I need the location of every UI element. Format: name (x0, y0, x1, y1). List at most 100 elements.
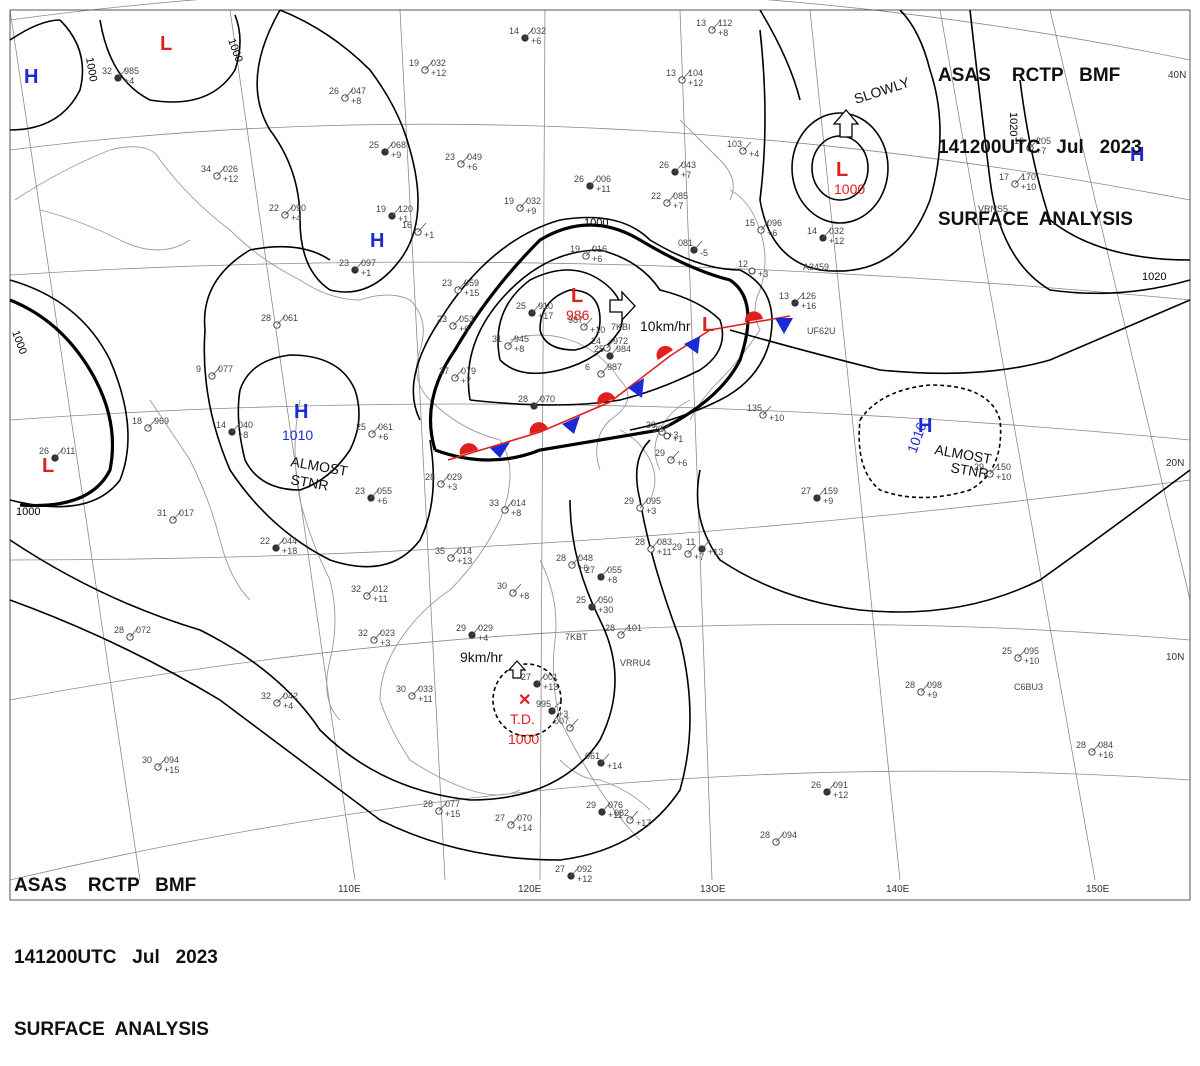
station-plot: 26 011 (39, 446, 75, 462)
station-temp: 25 (1002, 646, 1012, 656)
station-tendency: +11 (657, 547, 672, 557)
station-tendency: +9 (927, 690, 937, 700)
chart-footer: ASAS RCTP BMF 141200UTC Jul 2023 SURFACE… (14, 826, 218, 1066)
station-plot: 995 +3 (536, 699, 568, 719)
station-tendency: +14 (607, 761, 622, 771)
wind-barb (711, 20, 721, 31)
station-pressure: 969 (154, 416, 169, 426)
wind-barb (373, 630, 383, 641)
station-pressure: 033 (418, 684, 433, 694)
high-pressure-value: 1010 (282, 427, 313, 443)
station-tendency: +10 (590, 325, 605, 335)
station-pressure: 029 (447, 472, 462, 482)
station-temp: 19 (376, 204, 386, 214)
isobars (9, 9, 1191, 861)
wind-barb (366, 586, 376, 597)
station-plot: 27 070+14 (495, 813, 532, 833)
station-plot: 25 050+30 (576, 595, 613, 615)
station-plot: 30 +3 (646, 420, 678, 440)
header-line: SURFACE ANALYSIS (938, 209, 1133, 230)
wind-barb (589, 176, 599, 187)
station-temp: 27 (555, 864, 565, 874)
wind-barb (601, 802, 611, 813)
station-tendency: +4 (478, 633, 488, 643)
station-tendency: +4 (749, 149, 759, 159)
wind-barb (512, 583, 522, 594)
station-temp: 30 (497, 581, 507, 591)
isobar-label: 1000 (16, 506, 40, 518)
motion-arrows (507, 109, 860, 679)
station-tendency: +4 (291, 213, 301, 223)
station-plot: 28 029+3 (425, 472, 462, 492)
front (447, 311, 793, 461)
station-temp: 19 (409, 58, 419, 68)
station-temp: 12 (738, 259, 748, 269)
isobar-label: 1000 (83, 56, 99, 82)
station-plot: 13 112+8 (696, 18, 732, 38)
station-pressure: 068 (391, 140, 406, 150)
station-pressure: 070 (540, 394, 555, 404)
high-center-symbol: H (24, 66, 38, 88)
station-pressure: 001 (543, 672, 558, 682)
station-temp: 26 (574, 174, 584, 184)
station-tendency: +12 (577, 874, 592, 884)
station-tendency: +17 (538, 311, 553, 321)
wind-barb (370, 488, 380, 499)
wind-barb (569, 718, 579, 729)
station-tendency: +6 (377, 496, 387, 506)
station-plot: 9 077 (196, 364, 233, 380)
isobar-label: 1000 (9, 329, 29, 356)
low-center-symbol: L (42, 455, 54, 477)
station-tendency: +6 (531, 36, 541, 46)
station-plot: 33 014+8 (489, 498, 526, 518)
wind-barb (661, 422, 671, 433)
station-plot: 135 +10 (747, 403, 784, 423)
station-temp: 28 (605, 623, 615, 633)
station-plot: 26 091+12 (811, 780, 848, 800)
station-temp: 29 (653, 424, 663, 434)
station-temp: 16 (1014, 136, 1024, 146)
station-temp: 28 (1076, 740, 1086, 750)
motion-speed: 10km/hr (640, 318, 691, 334)
low-center-symbol: L (702, 314, 714, 336)
wind-barb (620, 625, 630, 636)
wind-barb (519, 198, 529, 209)
wind-barb (284, 205, 294, 216)
wind-barb (117, 68, 127, 79)
station-pressure: 094 (782, 830, 797, 840)
station-plot: 27 079+7 (439, 366, 476, 386)
station-tendency: +10 (1024, 656, 1039, 666)
station-temp: 29 (974, 462, 984, 472)
wind-barb (438, 801, 448, 812)
station-pressure: 077 (445, 799, 460, 809)
station-plot: 26 043+7 (659, 160, 696, 180)
station-temp: 34 (201, 164, 211, 174)
station-temp: 28 (261, 313, 271, 323)
station-tendency: +13 (543, 682, 558, 692)
isobar-label: 1000 (584, 217, 608, 229)
station-temp: 25 (369, 140, 379, 150)
station-tendency: +7 (681, 170, 691, 180)
station-tendency: +8 (511, 508, 521, 518)
lon-label-130e: 13OE (700, 884, 726, 895)
station-plot: 081 -5 (678, 238, 708, 258)
td-north-arrow-icon (507, 660, 527, 679)
station-tendency: +8 (351, 96, 361, 106)
station-pressure: 092 (577, 864, 592, 874)
station-tendency: +6 (592, 254, 602, 264)
wind-barb (600, 364, 610, 375)
station-plot: 23 049+6 (445, 152, 482, 172)
station-plot: 29 150+10 (974, 462, 1011, 482)
wind-barb (450, 548, 460, 559)
wind-barb (531, 303, 541, 314)
station-pressure: 972 (613, 336, 628, 346)
station-plot: 29 095+3 (624, 496, 661, 516)
station-plot: 28 072 (114, 625, 151, 641)
system-note: STNR (289, 471, 329, 493)
station-temp: 14 (509, 26, 519, 36)
station-temp: 28 (518, 394, 528, 404)
station-temp: 29 (456, 623, 466, 633)
station-pressure: 079 (461, 366, 476, 376)
station-temp: 33 (489, 498, 499, 508)
station-tendency: +11 (596, 184, 611, 194)
